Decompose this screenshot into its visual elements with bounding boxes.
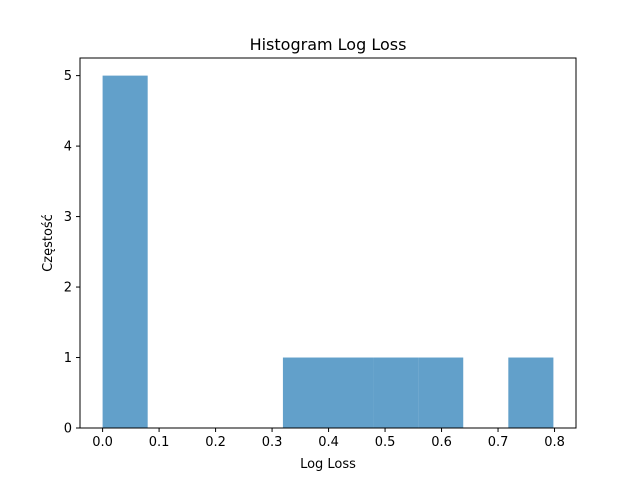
histogram-bar	[328, 357, 374, 428]
y-axis-label: Częstość	[41, 214, 56, 272]
x-tick-label: 0.6	[431, 435, 452, 450]
x-tick-label: 0.2	[205, 435, 226, 450]
x-tick-label: 0.7	[488, 435, 509, 450]
chart-title: Histogram Log Loss	[250, 35, 407, 54]
y-tick-label: 1	[64, 351, 72, 366]
histogram-bar	[373, 357, 419, 428]
histogram-bar	[508, 357, 554, 428]
bars-group	[102, 75, 554, 429]
x-axis-label: Log Loss	[300, 457, 356, 472]
y-axis-ticks: 0 1 2 3 4 5	[64, 69, 80, 437]
x-tick-label: 0.3	[262, 435, 283, 450]
plot-area-frame	[79, 57, 577, 429]
x-tick-label: 0.4	[318, 435, 339, 450]
x-tick-label: 0.0	[92, 435, 113, 450]
x-tick-label: 0.1	[149, 435, 170, 450]
x-axis-ticks: 0.0 0.1 0.2 0.3 0.4 0.5 0.6 0.7 0.8	[92, 428, 565, 450]
histogram-bar	[418, 357, 464, 428]
histogram-bar	[282, 357, 328, 428]
y-tick-label: 0	[64, 422, 72, 437]
histogram-bar	[102, 75, 148, 429]
y-tick-label: 2	[64, 281, 72, 296]
x-tick-label: 0.5	[375, 435, 396, 450]
y-tick-label: 4	[64, 140, 72, 155]
y-tick-label: 3	[64, 210, 72, 225]
x-tick-label: 0.8	[544, 435, 565, 450]
y-tick-label: 5	[64, 69, 72, 84]
